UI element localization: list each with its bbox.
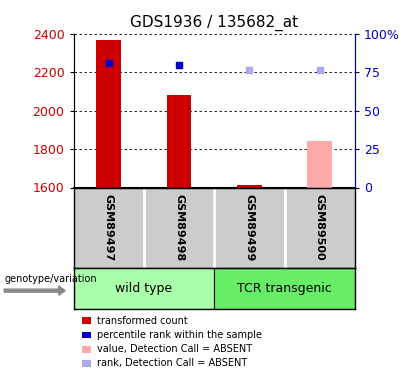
Point [105,60,112,66]
Text: transformed count: transformed count [97,316,188,326]
Point [246,67,253,73]
Point [176,62,182,68]
Point [316,67,323,73]
Bar [307,141,332,188]
Text: GSM89499: GSM89499 [244,194,255,261]
Bar [96,39,121,188]
Text: TCR transgenic: TCR transgenic [237,282,332,295]
Text: rank, Detection Call = ABSENT: rank, Detection Call = ABSENT [97,358,248,368]
Bar [167,95,192,188]
Bar [237,185,262,188]
Text: percentile rank within the sample: percentile rank within the sample [97,330,262,340]
Bar [214,268,355,309]
Text: wild type: wild type [115,282,173,295]
Text: value, Detection Call = ABSENT: value, Detection Call = ABSENT [97,344,252,354]
Text: genotype/variation: genotype/variation [4,274,97,284]
Text: GSM89497: GSM89497 [104,194,114,261]
Title: GDS1936 / 135682_at: GDS1936 / 135682_at [130,15,298,31]
Text: GSM89498: GSM89498 [174,194,184,261]
Text: GSM89500: GSM89500 [315,194,325,261]
Bar [74,268,214,309]
